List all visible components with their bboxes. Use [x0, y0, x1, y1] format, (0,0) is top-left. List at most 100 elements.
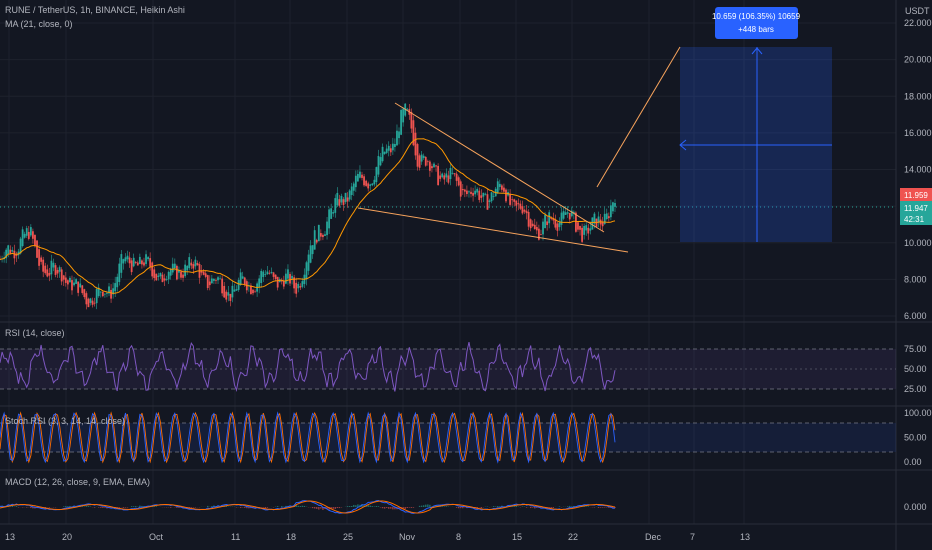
candle-body	[367, 183, 370, 189]
candle-body	[474, 190, 477, 195]
candle-body	[217, 277, 219, 281]
candle-body	[289, 274, 291, 284]
candle-body	[324, 234, 326, 236]
macd-bar	[604, 507, 606, 508]
price-axis-label: 16.000	[904, 128, 932, 138]
candle-body	[377, 155, 380, 175]
candle-body	[402, 108, 405, 123]
candle-body	[178, 270, 180, 273]
ma-legend[interactable]: MA (21, close, 0)	[5, 19, 73, 29]
candle-body	[348, 190, 351, 200]
candle-body	[338, 199, 341, 206]
candle-body	[577, 222, 579, 230]
candle-body	[73, 282, 75, 286]
price-axis-label: 6.000	[904, 311, 927, 321]
projection-tag[interactable]	[715, 7, 798, 39]
macd-bar	[392, 507, 394, 510]
candle-body	[126, 255, 129, 260]
macd-bar	[353, 504, 355, 507]
price-axis-label: 22.000	[904, 18, 932, 28]
wedge-lower-trendline[interactable]	[357, 207, 629, 253]
macd-bar	[93, 507, 96, 508]
wedge-upper-trendline[interactable]	[394, 102, 605, 233]
projection-tag-line1: 10.659 (106.35%) 10659	[712, 12, 801, 21]
candle-body	[484, 193, 487, 195]
candle-body	[213, 278, 215, 281]
macd-bar	[402, 507, 404, 509]
macd-bar	[359, 504, 361, 507]
candle-body	[64, 277, 67, 283]
candle-body	[525, 210, 528, 214]
candle-body	[503, 187, 505, 192]
macd-bar	[476, 507, 478, 509]
candle-body	[334, 198, 337, 213]
candle-body	[336, 192, 339, 206]
candle-body	[136, 262, 139, 266]
macd-bar	[532, 507, 534, 508]
macd-bar	[170, 507, 172, 508]
macd-bar	[573, 505, 575, 507]
candle-body	[328, 209, 330, 229]
candle-body	[25, 228, 28, 236]
candle-body	[165, 279, 168, 280]
candle-body	[186, 265, 189, 271]
macd-bar	[285, 505, 287, 507]
macd-bar	[410, 507, 413, 508]
rsi-axis-label: 50.00	[904, 364, 927, 374]
macd-bar	[276, 506, 279, 507]
macd-bar	[239, 507, 242, 508]
candle-body	[322, 234, 324, 238]
candle-body	[75, 279, 78, 284]
macd-legend[interactable]: MACD (12, 26, close, 9, EMA, EMA)	[5, 477, 150, 487]
candle-body	[215, 279, 217, 281]
candle-body	[54, 265, 57, 275]
candle-body	[93, 302, 96, 304]
macd-bar	[614, 507, 616, 509]
candle-body	[546, 221, 549, 226]
macd-bar	[139, 505, 141, 507]
macd-bar	[385, 507, 388, 508]
macd-bar	[511, 506, 513, 507]
candle-body	[128, 257, 131, 264]
candle-body	[173, 263, 176, 269]
time-axis-label: 25	[343, 532, 353, 542]
candle-body	[330, 208, 333, 219]
main-legend[interactable]: RUNE / TetherUS, 1h, BINANCE, Heikin Ash…	[5, 5, 185, 15]
price-axis-label: 20.000	[904, 55, 932, 65]
candle-body	[130, 260, 133, 273]
time-axis[interactable]: 13 20 Oct 11 18 25 Nov 8 15 22 Dec 7 13	[5, 532, 750, 542]
breakout-projection-line[interactable]	[596, 46, 681, 188]
candle-body	[143, 262, 145, 266]
candle-body	[605, 213, 608, 220]
candle-body	[87, 298, 90, 308]
candle-body	[258, 278, 261, 288]
candle-body	[523, 209, 526, 212]
candle-body	[311, 245, 314, 255]
macd-bar	[176, 507, 178, 508]
candle-body	[13, 250, 16, 259]
candle-body	[282, 280, 285, 287]
macd-bar	[299, 506, 302, 507]
macd-bar	[548, 507, 550, 508]
candle-body	[601, 222, 604, 227]
price-axis-label: 14.000	[904, 165, 932, 175]
candle-body	[527, 211, 530, 227]
candle-body	[515, 200, 518, 206]
candle-body	[77, 281, 80, 293]
candle-body	[363, 176, 365, 186]
macd-bar	[435, 505, 437, 507]
macd-bar	[480, 507, 483, 509]
candle-body	[163, 278, 166, 281]
candle-body	[141, 260, 143, 265]
oscillator-axes[interactable]: 75.00 50.00 25.00 100.00 50.00 0.00 0.000	[904, 344, 932, 512]
candle-body	[27, 231, 30, 239]
candle-body	[274, 274, 277, 279]
rsi-legend[interactable]: RSI (14, close)	[5, 328, 65, 338]
candle-body	[463, 189, 466, 192]
candle-body	[60, 269, 63, 282]
macd-bar	[439, 506, 441, 507]
candle-body	[535, 226, 538, 231]
candle-body	[42, 259, 45, 272]
stoch-legend[interactable]: Stoch RSI (3, 3, 14, 14, close)	[5, 416, 125, 426]
